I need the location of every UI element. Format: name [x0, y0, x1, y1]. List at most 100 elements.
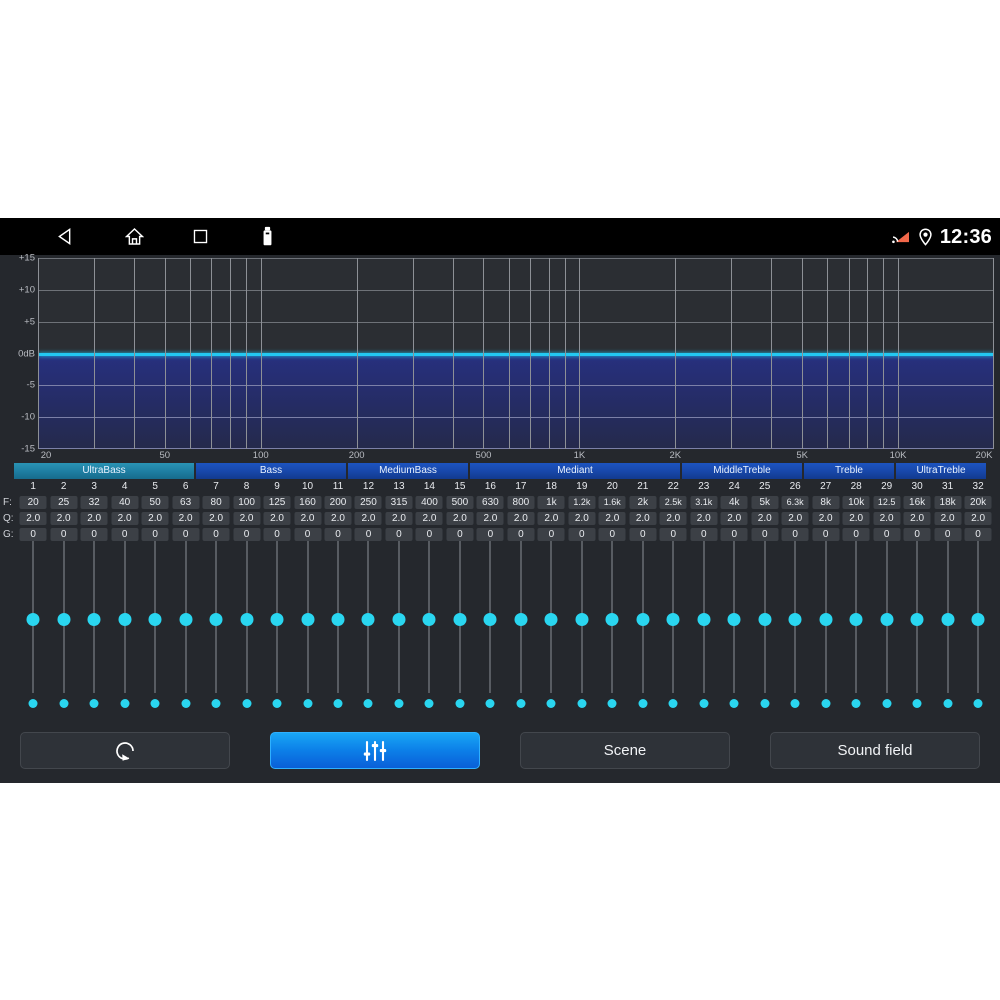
slider-end-dot[interactable]	[485, 699, 495, 708]
band-freq-value[interactable]: 315	[385, 496, 413, 509]
band-group-ultratreble[interactable]: UltraTreble	[896, 463, 986, 479]
slider-thumb[interactable]	[453, 613, 467, 626]
slider-thumb[interactable]	[605, 613, 619, 626]
band-group-mediumbass[interactable]: MediumBass	[348, 463, 468, 479]
band-q-value[interactable]: 2.0	[141, 512, 169, 525]
band-q-value[interactable]: 2.0	[50, 512, 78, 525]
slider-end-dot[interactable]	[59, 699, 69, 708]
slider-thumb[interactable]	[179, 613, 193, 626]
band-gain-value[interactable]: 0	[19, 528, 47, 541]
band-gain-value[interactable]: 0	[964, 528, 992, 541]
slider-thumb[interactable]	[422, 613, 436, 626]
band-q-value[interactable]: 2.0	[507, 512, 535, 525]
band-freq-value[interactable]: 1.6k	[598, 496, 626, 509]
band-gain-value[interactable]: 0	[233, 528, 261, 541]
slider-end-dot[interactable]	[242, 699, 252, 708]
slider-end-dot[interactable]	[882, 699, 892, 708]
band-freq-value[interactable]: 100	[233, 496, 261, 509]
slider-end-dot[interactable]	[89, 699, 99, 708]
slider-end-dot[interactable]	[821, 699, 831, 708]
band-gain-value[interactable]: 0	[446, 528, 474, 541]
band-q-value[interactable]: 2.0	[568, 512, 596, 525]
slider-thumb[interactable]	[301, 613, 315, 626]
band-q-value[interactable]: 2.0	[19, 512, 47, 525]
band-freq-value[interactable]: 160	[294, 496, 322, 509]
slider-end-dot[interactable]	[668, 699, 678, 708]
slider-end-dot[interactable]	[211, 699, 221, 708]
band-q-value[interactable]: 2.0	[781, 512, 809, 525]
band-gain-value[interactable]: 0	[50, 528, 78, 541]
band-freq-value[interactable]: 63	[172, 496, 200, 509]
slider-thumb[interactable]	[361, 613, 375, 626]
band-q-value[interactable]: 2.0	[598, 512, 626, 525]
band-freq-value[interactable]: 5k	[751, 496, 779, 509]
slider-thumb[interactable]	[26, 613, 40, 626]
slider-end-dot[interactable]	[303, 699, 313, 708]
band-freq-value[interactable]: 1k	[537, 496, 565, 509]
slider-thumb[interactable]	[697, 613, 711, 626]
band-gain-value[interactable]: 0	[507, 528, 535, 541]
band-freq-value[interactable]: 1.2k	[568, 496, 596, 509]
band-gain-value[interactable]: 0	[111, 528, 139, 541]
slider-end-dot[interactable]	[729, 699, 739, 708]
band-gain-value[interactable]: 0	[598, 528, 626, 541]
slider-thumb[interactable]	[544, 613, 558, 626]
slider-thumb[interactable]	[971, 613, 985, 626]
slider-thumb[interactable]	[270, 613, 284, 626]
slider-thumb[interactable]	[819, 613, 833, 626]
recents-icon[interactable]	[176, 218, 224, 255]
slider-end-dot[interactable]	[912, 699, 922, 708]
slider-end-dot[interactable]	[363, 699, 373, 708]
band-q-value[interactable]: 2.0	[812, 512, 840, 525]
slider-end-dot[interactable]	[607, 699, 617, 708]
band-group-treble[interactable]: Treble	[804, 463, 894, 479]
band-group-mediant[interactable]: Mediant	[470, 463, 680, 479]
slider-thumb[interactable]	[941, 613, 955, 626]
slider-end-dot[interactable]	[272, 699, 282, 708]
band-q-value[interactable]: 2.0	[111, 512, 139, 525]
slider-end-dot[interactable]	[546, 699, 556, 708]
band-q-value[interactable]: 2.0	[233, 512, 261, 525]
band-gain-value[interactable]: 0	[751, 528, 779, 541]
band-gain-value[interactable]: 0	[934, 528, 962, 541]
band-q-value[interactable]: 2.0	[690, 512, 718, 525]
band-freq-value[interactable]: 40	[111, 496, 139, 509]
band-q-value[interactable]: 2.0	[202, 512, 230, 525]
band-gain-value[interactable]: 0	[415, 528, 443, 541]
slider-thumb[interactable]	[331, 613, 345, 626]
slider-thumb[interactable]	[727, 613, 741, 626]
band-gain-value[interactable]: 0	[629, 528, 657, 541]
band-freq-value[interactable]: 50	[141, 496, 169, 509]
band-gain-value[interactable]: 0	[659, 528, 687, 541]
slider-thumb[interactable]	[483, 613, 497, 626]
band-gain-value[interactable]: 0	[172, 528, 200, 541]
band-gain-value[interactable]: 0	[294, 528, 322, 541]
band-freq-value[interactable]: 18k	[934, 496, 962, 509]
slider-end-dot[interactable]	[516, 699, 526, 708]
band-q-value[interactable]: 2.0	[964, 512, 992, 525]
band-freq-value[interactable]: 8k	[812, 496, 840, 509]
band-q-value[interactable]: 2.0	[720, 512, 748, 525]
slider-end-dot[interactable]	[181, 699, 191, 708]
slider-end-dot[interactable]	[760, 699, 770, 708]
band-freq-value[interactable]: 500	[446, 496, 474, 509]
band-q-value[interactable]: 2.0	[263, 512, 291, 525]
band-group-bass[interactable]: Bass	[196, 463, 346, 479]
slider-end-dot[interactable]	[699, 699, 709, 708]
band-gain-value[interactable]: 0	[842, 528, 870, 541]
band-gain-value[interactable]: 0	[354, 528, 382, 541]
band-q-value[interactable]: 2.0	[80, 512, 108, 525]
slider-thumb[interactable]	[118, 613, 132, 626]
band-q-value[interactable]: 2.0	[324, 512, 352, 525]
slider-end-dot[interactable]	[973, 699, 983, 708]
band-gain-value[interactable]: 0	[263, 528, 291, 541]
slider-thumb[interactable]	[666, 613, 680, 626]
band-freq-value[interactable]: 2k	[629, 496, 657, 509]
band-q-value[interactable]: 2.0	[385, 512, 413, 525]
home-icon[interactable]	[110, 218, 158, 255]
band-freq-value[interactable]: 125	[263, 496, 291, 509]
band-q-value[interactable]: 2.0	[172, 512, 200, 525]
slider-thumb[interactable]	[87, 613, 101, 626]
band-gain-value[interactable]: 0	[537, 528, 565, 541]
slider-end-dot[interactable]	[28, 699, 38, 708]
